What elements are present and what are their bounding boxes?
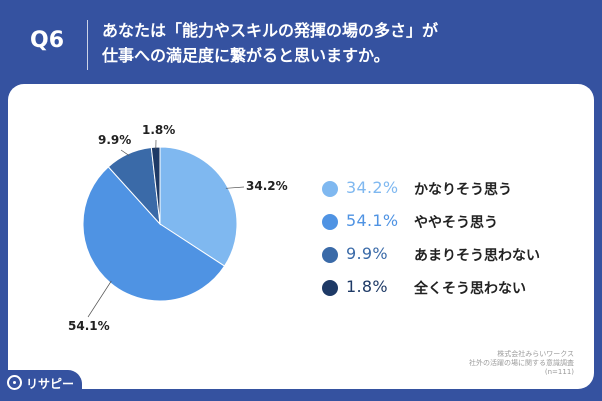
chart-card: 34.2% 54.1% 9.9% 1.8% 34.2% かなりそう思う 54.1% ややそう… [8,84,594,389]
legend-percentage: 34.2% [346,178,399,197]
source-survey: 社外の活躍の場に関する意識調査 [469,359,574,367]
slice-label-4: 1.8% [142,123,175,137]
legend-swatch [322,247,338,263]
legend-item: 1.8% 全くそう思わない [318,275,588,308]
source-note: 株式会社みらいワークス 社外の活躍の場に関する意識調査 (n=111) [469,350,574,377]
slice-leader-line-3 [120,149,130,156]
legend-percentage: 9.9% [346,244,388,263]
legend-label: 全くそう思わない [414,281,526,297]
legend-label: ややそう思う [414,215,498,231]
slice-leader-line-2 [87,280,112,318]
legend-percentage: 1.8% [346,277,388,296]
legend-swatch [322,214,338,230]
question-title: あなたは「能力やスキルの発揮の場の多さ」が 仕事への満足度に繋がると思いますか。 [102,18,592,68]
brand-logo: リサピー [0,370,82,401]
slice-label-3: 9.9% [98,133,131,147]
source-sample-size: (n=111) [544,368,574,376]
legend-item: 9.9% あまりそう思わない [318,242,588,275]
legend-percentage: 54.1% [346,211,399,230]
legend-item: 34.2% かなりそう思う [318,176,588,209]
risapy-logo-icon [7,375,22,390]
chart-legend: 34.2% かなりそう思う 54.1% ややそう思う 9.9% あまりそう思わない 1.8%… [318,176,588,308]
brand-logo-text: リサピー [26,377,75,391]
question-number: Q6 [30,28,65,53]
legend-swatch [322,181,338,197]
legend-label: かなりそう思う [414,182,512,198]
legend-item: 54.1% ややそう思う [318,209,588,242]
legend-swatch [322,280,338,296]
slice-label-2: 54.1% [68,319,110,333]
slice-leader-line-1 [225,186,245,189]
source-company: 株式会社みらいワークス [497,350,574,358]
question-header: Q6 あなたは「能力やスキルの発揮の場の多さ」が 仕事への満足度に繋がると思いま… [0,0,602,84]
question-title-line-1: あなたは「能力やスキルの発揮の場の多さ」が [102,21,439,40]
question-title-line-2: 仕事への満足度に繋がると思いますか。 [102,46,390,65]
slice-label-1: 34.2% [246,179,288,193]
pie-chart: 34.2% 54.1% 9.9% 1.8% [68,123,288,333]
legend-label: あまりそう思わない [414,248,540,264]
header-divider [87,20,88,70]
